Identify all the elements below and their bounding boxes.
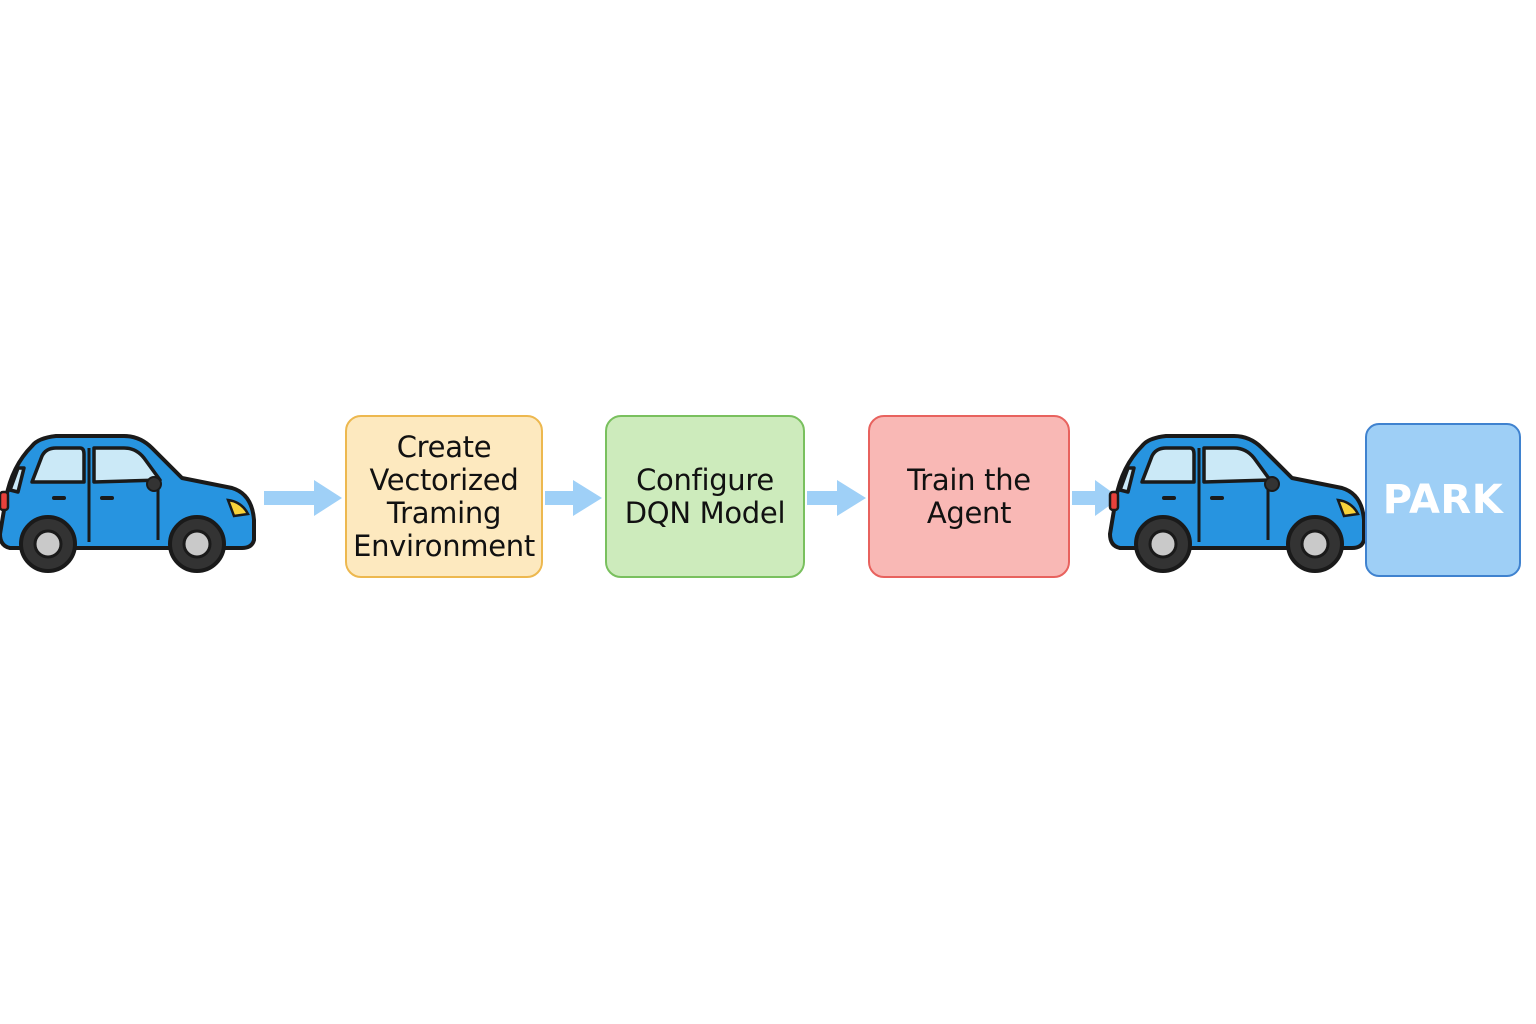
park-label: PARK: [1382, 477, 1504, 523]
arrow-step-3-to-car: [1072, 480, 1120, 516]
step-configure-dqn-model: Configure DQN Model: [605, 415, 805, 578]
arrow-step-1-to-step-2: [545, 480, 602, 516]
step-label: Train the Agent: [907, 462, 1031, 530]
step-train-agent: Train the Agent: [868, 415, 1070, 578]
car-icon: [0, 434, 256, 573]
arrow-step-2-to-step-3: [807, 480, 866, 516]
arrow-car-to-step-1: [264, 480, 342, 516]
step-label: Create Vectorized Traming Environment: [353, 429, 535, 563]
park-destination-box: PARK: [1365, 423, 1521, 577]
car-icon: [1108, 434, 1366, 573]
step-label: Configure DQN Model: [624, 462, 786, 530]
step-create-environment: Create Vectorized Traming Environment: [345, 415, 543, 578]
